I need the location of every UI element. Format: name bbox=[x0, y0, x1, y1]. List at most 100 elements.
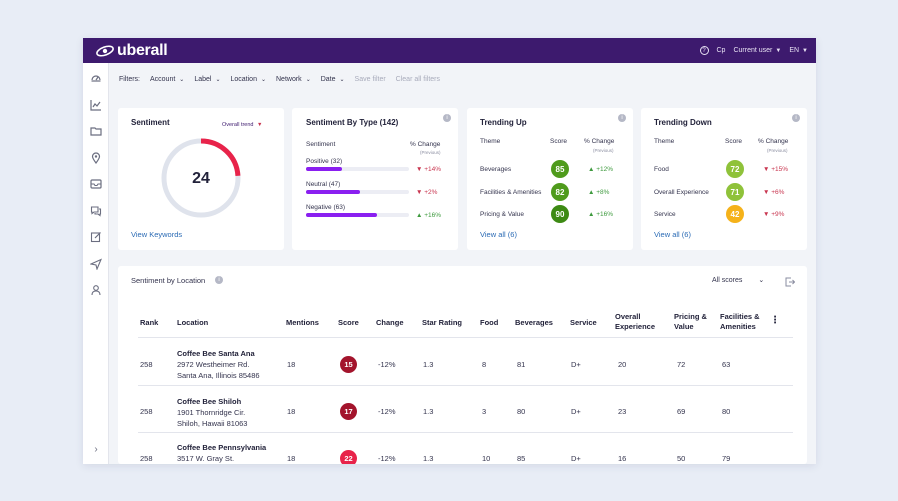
view-all-trending-down-link[interactable]: View all (6) bbox=[654, 230, 691, 239]
info-icon[interactable]: i bbox=[215, 276, 223, 284]
cell-location-name[interactable]: Coffee Bee Pennsylvania bbox=[177, 443, 267, 452]
triangle-down-icon: ▼ bbox=[416, 189, 425, 196]
folder-icon bbox=[90, 127, 102, 136]
overall-trend-toggle[interactable]: Overall trend ▼ bbox=[222, 122, 262, 128]
clear-filters-button[interactable]: Clear all filters bbox=[395, 75, 441, 83]
cell-rank: 258 bbox=[140, 454, 153, 463]
cell-location-name[interactable]: Coffee Bee Shiloh bbox=[177, 397, 242, 406]
sentiment-card: Sentiment Overall trend ▼ 24 View Keywor… bbox=[118, 108, 284, 250]
chevron-down-icon: ⌄ bbox=[339, 76, 345, 83]
cell-location-name[interactable]: Coffee Bee Santa Ana bbox=[177, 349, 255, 358]
theme-change-3: ▲ +16% bbox=[588, 211, 613, 218]
chevron-down-icon: ⌄ bbox=[179, 76, 185, 83]
change-positive-value: +14% bbox=[424, 166, 442, 173]
sentiment-by-type-title: Sentiment By Type (142) bbox=[306, 118, 399, 127]
user-menu[interactable]: Current user ▼ bbox=[733, 47, 781, 54]
uberall-logo-icon bbox=[96, 44, 114, 57]
language-label: EN bbox=[789, 47, 800, 54]
filter-network-label: Network bbox=[276, 75, 302, 83]
cell-address-1: 1901 Thornridge Cir. bbox=[177, 408, 246, 417]
score-badge: 82 bbox=[551, 183, 569, 201]
bar-track-negative bbox=[306, 213, 409, 217]
theme-change-1-value: +15% bbox=[771, 166, 789, 173]
cell-facilities-amenities: 80 bbox=[722, 407, 731, 416]
filter-date[interactable]: Date ⌄ bbox=[321, 76, 345, 83]
export-icon[interactable] bbox=[785, 277, 795, 287]
more-options-icon[interactable]: ⋮ bbox=[770, 315, 780, 326]
header-mentions: Mentions bbox=[286, 318, 319, 327]
trending-up-card: Trending Up i Theme Score % Change (Prev… bbox=[467, 108, 633, 250]
theme-row-3: Service bbox=[654, 211, 676, 218]
info-icon[interactable]: i bbox=[792, 114, 800, 122]
filter-location[interactable]: Location ⌄ bbox=[231, 76, 267, 83]
edit-icon bbox=[90, 232, 101, 243]
score-filter-select[interactable]: All scores ⌄ bbox=[712, 276, 764, 285]
sidebar-item-inbox[interactable] bbox=[90, 177, 102, 189]
bar-fill-positive bbox=[306, 167, 343, 171]
chevron-down-icon: ⌄ bbox=[305, 76, 311, 83]
dashboard-gauge-icon bbox=[91, 75, 101, 82]
info-icon[interactable]: i bbox=[443, 114, 451, 122]
info-icon[interactable]: i bbox=[618, 114, 626, 122]
col-change: % Change bbox=[410, 141, 441, 148]
cell-mentions: 18 bbox=[287, 360, 296, 369]
sidebar: › bbox=[83, 63, 109, 464]
cell-overall-experience: 20 bbox=[618, 360, 627, 369]
cell-beverages: 85 bbox=[517, 454, 526, 463]
header-beverages: Beverages bbox=[515, 318, 553, 327]
cell-food: 8 bbox=[482, 360, 487, 369]
theme-row-3: Pricing & Value bbox=[480, 211, 524, 218]
filter-account[interactable]: Account ⌄ bbox=[150, 76, 184, 83]
cell-change: -12% bbox=[378, 454, 396, 463]
sidebar-item-users[interactable] bbox=[90, 283, 102, 296]
cell-rank: 258 bbox=[140, 360, 153, 369]
help-button[interactable]: ? bbox=[699, 46, 709, 55]
cell-address-1: 2972 Westheimer Rd. bbox=[177, 360, 250, 369]
language-menu[interactable]: EN ▼ bbox=[789, 47, 808, 54]
sentiment-by-location-card: Sentiment by Location i All scores ⌄ Ran… bbox=[118, 266, 807, 464]
gauge-arc bbox=[161, 138, 241, 218]
col-sentiment: Sentiment bbox=[306, 141, 336, 148]
cell-address-2: Santa Ana, Illinois 85486 bbox=[177, 371, 260, 380]
cell-overall-experience: 16 bbox=[618, 454, 627, 463]
chevron-down-icon: ⌄ bbox=[260, 76, 266, 83]
header-location: Location bbox=[177, 318, 209, 327]
filter-label-select[interactable]: Label ⌄ bbox=[194, 76, 220, 83]
sidebar-item-campaigns[interactable] bbox=[89, 257, 103, 271]
theme-change-3-value: +9% bbox=[771, 211, 785, 218]
cell-beverages: 81 bbox=[517, 360, 526, 369]
brand-logo[interactable]: uberall bbox=[95, 42, 168, 60]
sidebar-item-locations[interactable] bbox=[90, 151, 102, 165]
score-filter-value: All scores bbox=[712, 276, 743, 284]
cell-star-rating: 1.3 bbox=[423, 360, 434, 369]
cp-menu[interactable]: Cp bbox=[717, 47, 726, 54]
sidebar-item-analytics[interactable] bbox=[90, 98, 102, 111]
change-positive: ▼ +14% bbox=[416, 166, 441, 173]
filter-network[interactable]: Network ⌄ bbox=[276, 76, 311, 83]
sidebar-item-dashboard[interactable] bbox=[90, 71, 102, 83]
inbox-icon bbox=[90, 179, 102, 189]
row-divider bbox=[138, 337, 793, 338]
change-negative: ▲ +16% bbox=[416, 212, 441, 219]
theme-change-2-value: +8% bbox=[596, 189, 610, 196]
theme-change-2-value: +6% bbox=[771, 189, 785, 196]
cell-pricing-value: 50 bbox=[677, 454, 686, 463]
sidebar-item-files[interactable] bbox=[90, 124, 102, 136]
save-filter-button[interactable]: Save filter bbox=[354, 75, 386, 83]
sentiment-title: Sentiment bbox=[131, 118, 170, 127]
theme-change-1: ▼ +15% bbox=[763, 166, 788, 173]
cell-score: 15 bbox=[340, 356, 357, 373]
view-keywords-link[interactable]: View Keywords bbox=[131, 230, 183, 239]
sidebar-expand-button[interactable]: › bbox=[90, 444, 102, 456]
header-service: Service bbox=[570, 318, 597, 327]
header-rank: Rank bbox=[140, 318, 159, 327]
view-all-trending-up-link[interactable]: View all (6) bbox=[480, 230, 517, 239]
theme-change-1-value: +12% bbox=[596, 166, 614, 173]
sidebar-item-reviews[interactable] bbox=[90, 204, 102, 217]
cell-score: 22 bbox=[340, 450, 357, 464]
cell-food: 10 bbox=[482, 454, 491, 463]
send-icon bbox=[89, 258, 103, 271]
header-pricing-value: Pricing & Value bbox=[674, 312, 707, 331]
cell-food: 3 bbox=[482, 407, 487, 416]
sidebar-item-posts[interactable] bbox=[90, 230, 102, 243]
